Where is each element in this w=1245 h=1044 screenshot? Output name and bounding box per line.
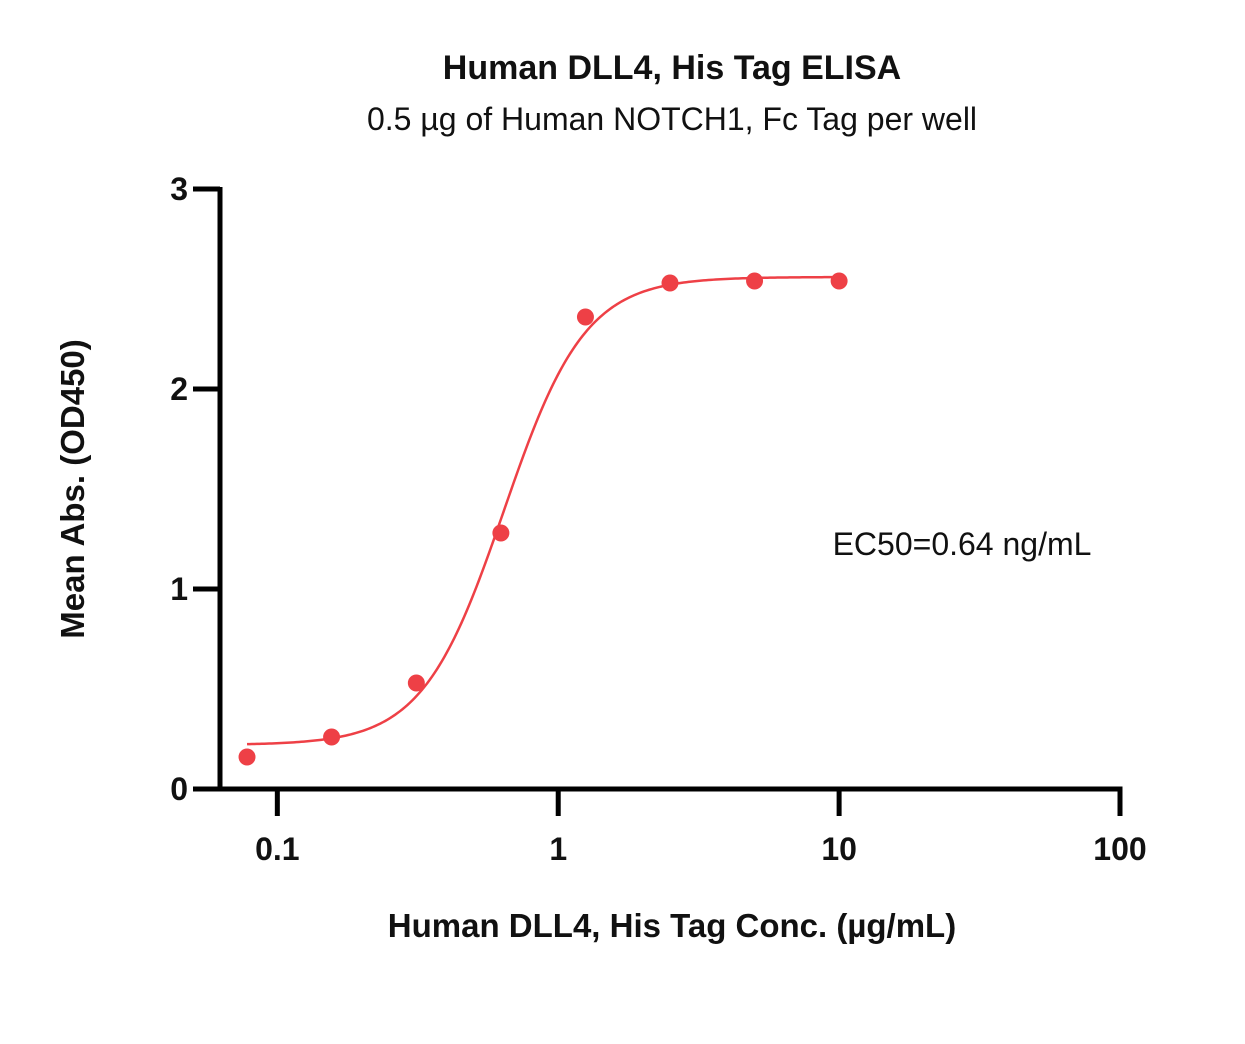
chart-title: Human DLL4, His Tag ELISA	[443, 49, 901, 87]
data-point	[323, 728, 341, 746]
y-tick-label: 2	[170, 371, 188, 407]
data-point	[492, 524, 510, 542]
y-tick-label: 0	[170, 771, 188, 807]
fit-curve	[247, 275, 840, 746]
data-point	[746, 272, 764, 290]
data-points-group	[238, 272, 848, 766]
fit-curve-group	[247, 275, 840, 746]
chart-subtitle: 0.5 µg of Human NOTCH1, Fc Tag per well	[367, 101, 977, 137]
data-point	[576, 308, 594, 326]
ec50-annotation: EC50=0.64 ng/mL	[833, 526, 1092, 562]
x-tick-label: 100	[1093, 831, 1146, 867]
x-tick-label: 1	[549, 831, 567, 867]
data-point	[830, 272, 848, 290]
x-tick-label: 10	[821, 831, 857, 867]
data-point	[238, 748, 256, 766]
data-point	[407, 674, 425, 692]
y-axis: 0 1 2 3	[170, 171, 223, 807]
y-tick-label: 3	[170, 171, 188, 207]
y-axis-label: Mean Abs. (OD450)	[54, 339, 91, 639]
y-tick-label: 1	[170, 571, 188, 607]
x-tick-label: 0.1	[255, 831, 299, 867]
x-axis: 0.1 1 10 100	[217, 786, 1147, 867]
x-axis-label: Human DLL4, His Tag Conc. (µg/mL)	[388, 907, 956, 944]
data-point	[661, 274, 679, 292]
